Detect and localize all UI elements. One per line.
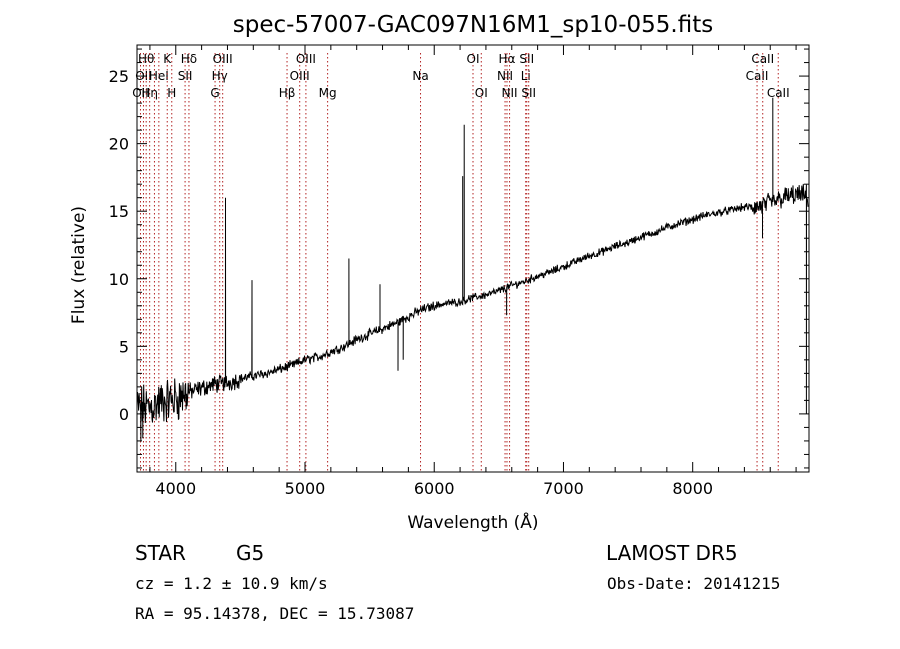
y-tick-label: 5: [119, 337, 129, 356]
y-tick-label: 20: [109, 135, 129, 154]
x-tick-label: 4000: [155, 479, 196, 498]
y-tick-label: 15: [109, 202, 129, 221]
x-tick-label: 5000: [285, 479, 326, 498]
spectral-line-label: OIII: [213, 52, 233, 66]
coordinates: RA = 95.14378, DEC = 15.73087: [135, 604, 414, 623]
spectral-line-label: SII: [519, 52, 534, 66]
spectral-line-label: G: [210, 86, 219, 100]
x-axis-label: Wavelength (Å): [407, 511, 538, 533]
spectral-line-label: Li: [521, 69, 531, 83]
survey-name: LAMOST DR5: [606, 541, 738, 565]
spectral-line-label: K: [163, 52, 172, 66]
plot-frame: [136, 44, 810, 473]
spectral-line-label: OII: [132, 86, 149, 100]
spectral-line-label: Mg: [319, 86, 337, 100]
spectral-line-label: Na: [412, 69, 428, 83]
spectral-line-label: HeI: [149, 69, 169, 83]
redshift-value: cz = 1.2 ± 10.9 km/s: [135, 574, 328, 593]
spectral-line-label: Hγ: [212, 69, 228, 83]
x-tick-label: 7000: [543, 479, 584, 498]
spectral-line-label: CaII: [751, 52, 774, 66]
spectrum-line: [136, 97, 809, 441]
x-tick-label: 6000: [414, 479, 455, 498]
spectral-line-label: NII: [502, 86, 518, 100]
spectral-line-label: NII: [497, 69, 513, 83]
y-axis-label: Flux (relative): [69, 206, 89, 324]
spectral-line-label: H: [167, 86, 176, 100]
spectrum-series: [136, 97, 809, 441]
spectral-line-label: Hα: [499, 52, 516, 66]
line-markers: OIIOIIHθHηHeIKHSIIHδGHγOIIIHβOIIIOIIIMgN…: [132, 52, 790, 472]
x-tick-label: 8000: [672, 479, 713, 498]
spectral-line-label: CaII: [767, 86, 790, 100]
object-subclass: G5: [236, 541, 264, 565]
spectral-line-label: SII: [178, 69, 193, 83]
chart-title: spec-57007-GAC097N16M1_sp10-055.fits: [233, 12, 713, 38]
spectral-line-label: OI: [467, 52, 480, 66]
spectral-line-label: OI: [475, 86, 488, 100]
y-tick-label: 10: [109, 270, 129, 289]
axis-ticks: 4000 5000 6000 7000 8000 0 5 10 15 20 25: [109, 45, 809, 498]
spectral-line-label: CaII: [746, 69, 769, 83]
spectral-line-label: OIII: [290, 69, 310, 83]
spectral-line-label: Hη: [141, 86, 158, 100]
spectral-line-label: Hδ: [181, 52, 197, 66]
obs-date: Obs-Date: 20141215: [607, 574, 780, 593]
spectral-line-label: SII: [521, 86, 536, 100]
y-tick-label: 0: [119, 405, 129, 424]
object-class: STAR: [135, 541, 186, 565]
spectral-line-label: Hβ: [279, 86, 296, 100]
y-tick-label: 25: [109, 67, 129, 86]
spectral-line-label: OIII: [296, 52, 316, 66]
spectral-line-label: Hθ: [138, 52, 154, 66]
